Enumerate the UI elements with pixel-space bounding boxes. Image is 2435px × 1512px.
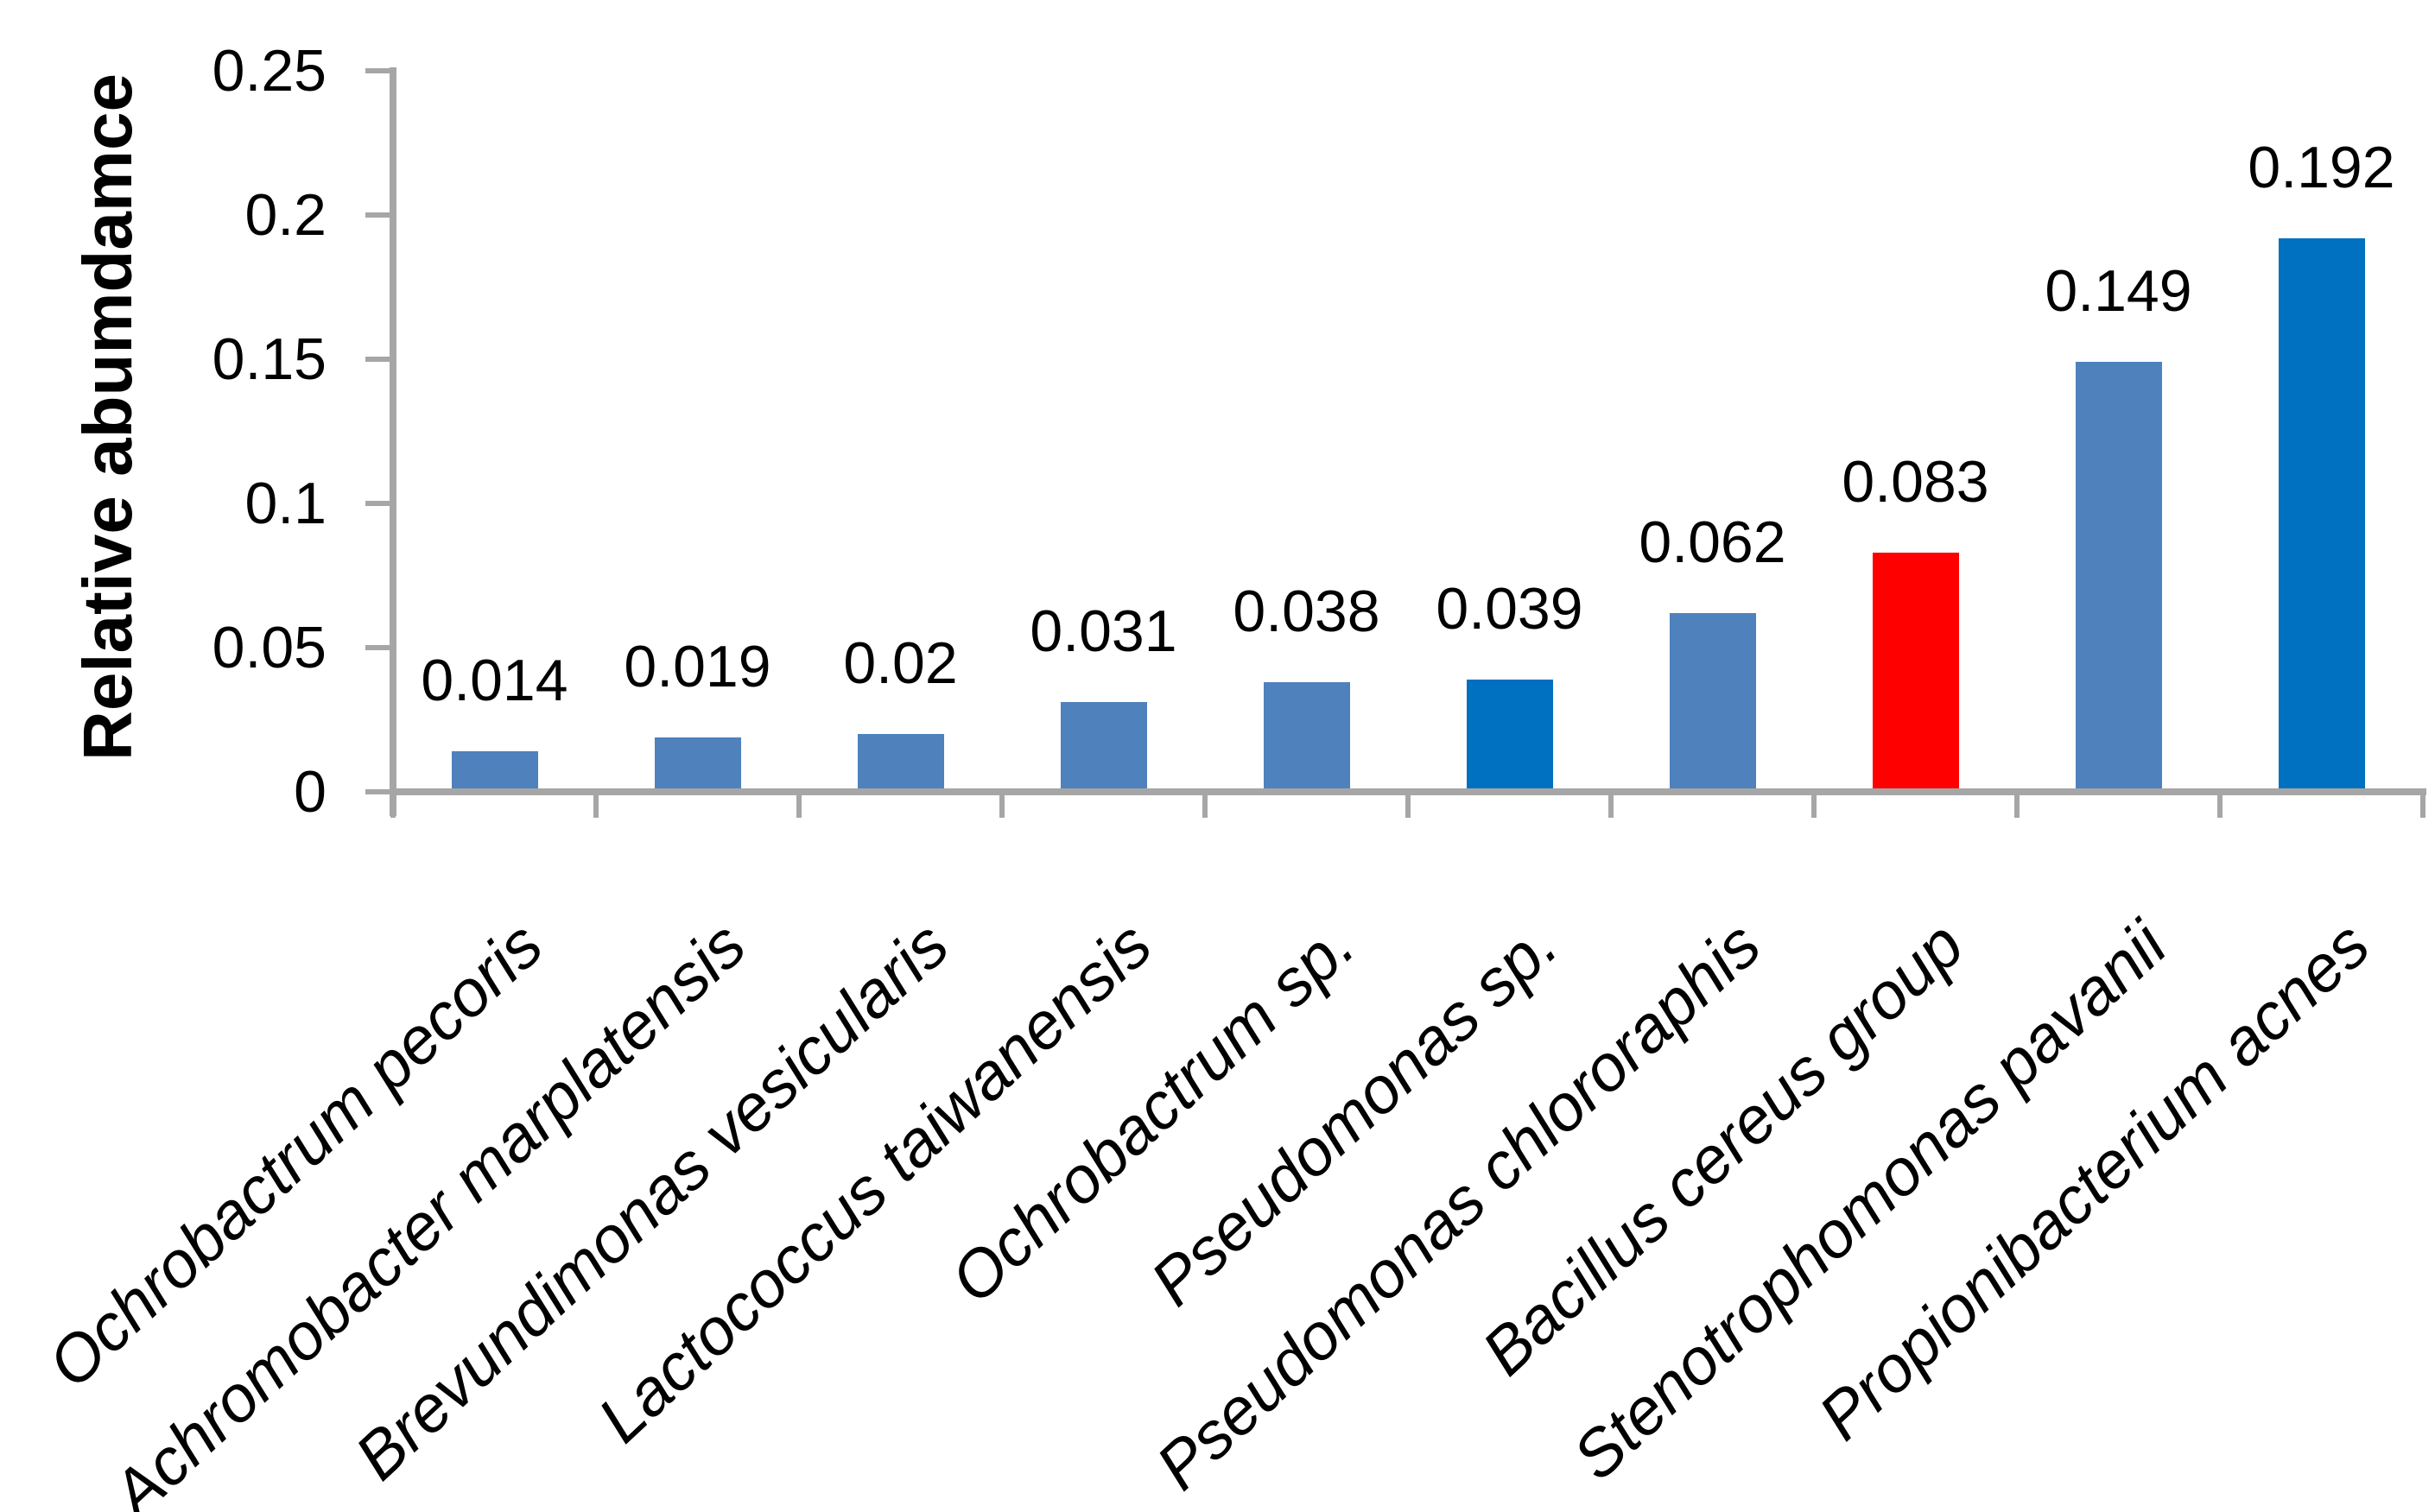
bar — [1872, 553, 1959, 788]
bar-value-label: 0.02 — [843, 630, 958, 696]
y-tick-label: 0 — [294, 759, 327, 825]
bar — [2278, 238, 2365, 788]
x-axis-tick — [390, 795, 396, 818]
x-axis-tick — [1811, 795, 1817, 818]
x-axis-line — [390, 788, 2426, 795]
x-axis-tick — [1608, 795, 1614, 818]
x-axis-tick — [999, 795, 1005, 818]
x-axis-tick — [2014, 795, 2020, 818]
y-tick-label: 0.2 — [244, 182, 327, 248]
y-axis-tick — [365, 357, 391, 362]
bar-value-label: 0.031 — [1030, 598, 1177, 664]
bar-value-label: 0.038 — [1233, 579, 1380, 644]
y-axis-tick — [365, 212, 391, 218]
x-axis-tick — [1405, 795, 1411, 818]
bar — [654, 737, 741, 788]
bar — [2075, 362, 2162, 788]
bar — [1466, 680, 1553, 788]
x-axis-tick — [796, 795, 802, 818]
y-tick-label: 0.25 — [212, 38, 327, 104]
y-axis-tick — [365, 68, 391, 73]
bar — [1263, 682, 1350, 788]
x-axis-tick — [2217, 795, 2223, 818]
bar — [1060, 702, 1147, 788]
y-tick-label: 0.1 — [244, 471, 327, 536]
y-axis-tick — [365, 645, 391, 650]
y-axis-tick — [365, 789, 391, 794]
bar-value-label: 0.014 — [421, 648, 568, 713]
bar-value-label: 0.149 — [2045, 258, 2192, 324]
bar-value-label: 0.083 — [1842, 449, 1989, 515]
bar-value-label: 0.062 — [1639, 509, 1786, 575]
y-tick-label: 0.15 — [212, 326, 327, 392]
bar-value-label: 0.039 — [1436, 576, 1583, 642]
y-tick-label: 0.05 — [212, 615, 327, 680]
bar-value-label: 0.192 — [2248, 135, 2395, 200]
bar — [451, 751, 538, 788]
x-axis-tick — [2420, 795, 2425, 818]
bar — [1669, 613, 1756, 788]
x-axis-tick — [593, 795, 599, 818]
bar-value-label: 0.019 — [624, 634, 771, 699]
x-axis-tick — [1202, 795, 1208, 818]
bar — [857, 734, 944, 788]
y-axis-line — [390, 67, 396, 816]
y-axis-tick — [365, 501, 391, 506]
